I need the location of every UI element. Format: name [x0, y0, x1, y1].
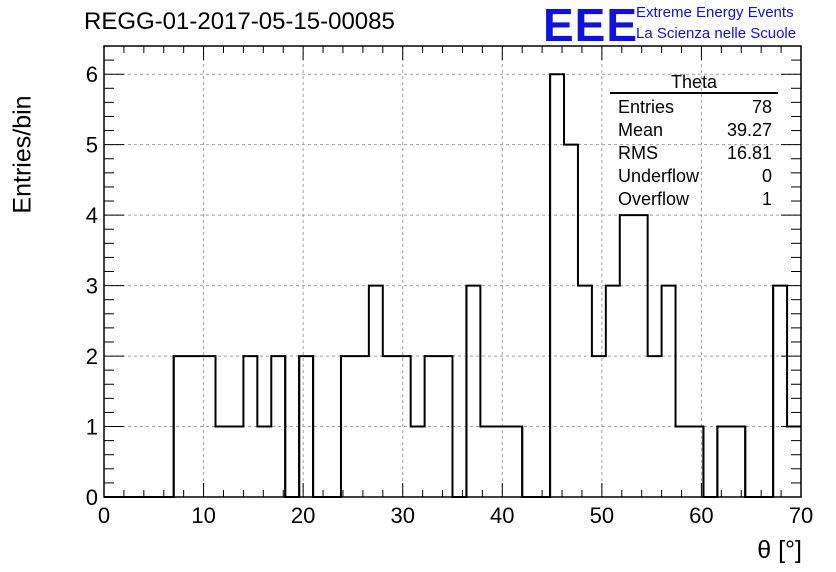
x-tick-label: 20	[291, 503, 315, 528]
y-tick-label: 0	[86, 485, 98, 510]
histogram-bin	[480, 427, 494, 497]
histogram-bin	[773, 286, 787, 497]
x-tick-label: 0	[98, 503, 110, 528]
stats-title: Theta	[610, 72, 778, 94]
y-axis-label: Entries/bin	[8, 95, 37, 214]
y-tick-label: 5	[86, 133, 98, 158]
histogram-bin	[731, 427, 745, 497]
chart-title: REGG-01-2017-05-15-00085	[84, 8, 395, 35]
logo-line-2: La Scienza nelle Scuole	[636, 25, 797, 42]
logo-line-1: Extreme Energy Events	[636, 4, 794, 21]
eee-logo: EEE	[543, 0, 639, 51]
stats-row-mean: Mean 39.27	[618, 120, 772, 140]
histogram-bin	[648, 356, 662, 497]
histogram-bin	[662, 286, 676, 497]
histogram-bin	[466, 286, 480, 497]
x-axis-label: θ [°]	[757, 536, 802, 564]
x-tick-label: 30	[390, 503, 414, 528]
y-tick-label: 6	[86, 62, 98, 87]
x-tick-label: 40	[490, 503, 514, 528]
x-tick-label: 60	[689, 503, 713, 528]
histogram-bin	[676, 427, 690, 497]
stats-row-entries: Entries 78	[618, 97, 772, 117]
x-tick-label: 70	[789, 503, 813, 528]
x-tick-label: 10	[191, 503, 215, 528]
histogram-bin	[717, 427, 731, 497]
histogram-bin	[369, 286, 383, 497]
histogram-bin	[299, 356, 313, 497]
histogram-bin	[229, 427, 243, 497]
histogram-bin	[494, 427, 508, 497]
histogram-bin	[257, 427, 271, 497]
y-tick-label: 3	[86, 274, 98, 299]
histogram-bin	[606, 286, 620, 497]
stats-row-rms: RMS 16.81	[618, 143, 772, 163]
histogram-bin	[578, 286, 592, 497]
y-tick-label: 4	[86, 203, 98, 228]
x-tick-label: 50	[590, 503, 614, 528]
stats-box: Theta Entries 78 Mean 39.27 RMS 16.81 Under…	[610, 72, 778, 211]
stats-row-underflow: Underflow 0	[618, 166, 772, 186]
histogram-bin	[508, 427, 522, 497]
histogram-bin	[216, 427, 230, 497]
histogram-bin	[787, 427, 801, 497]
histogram-bin	[174, 356, 188, 497]
y-tick-label: 1	[86, 415, 98, 440]
stats-row-overflow: Overflow 1	[618, 189, 772, 209]
histogram-bin	[564, 145, 578, 497]
histogram-bin	[411, 427, 425, 497]
y-tick-label: 2	[86, 344, 98, 369]
